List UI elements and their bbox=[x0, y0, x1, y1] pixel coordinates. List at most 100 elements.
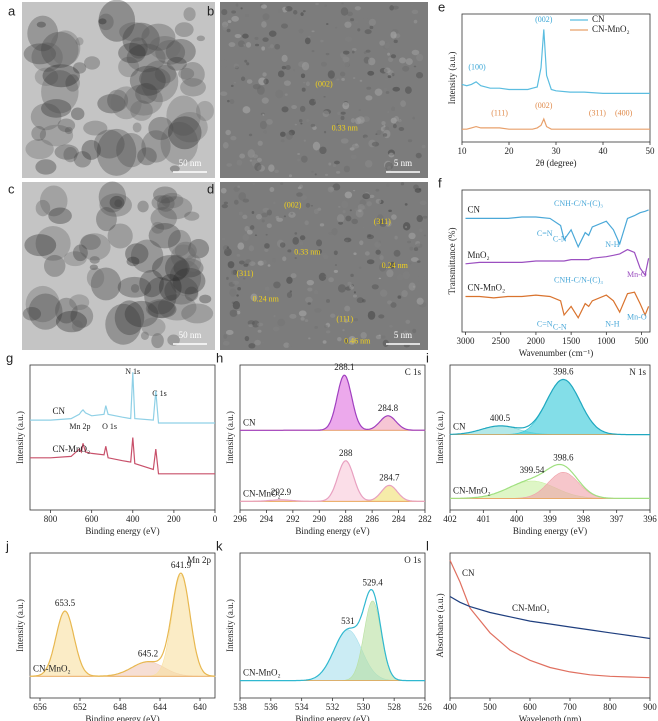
image-texture bbox=[81, 139, 101, 160]
image-texture bbox=[98, 18, 107, 25]
image-texture bbox=[184, 286, 199, 302]
image-texture bbox=[50, 30, 81, 66]
image-texture bbox=[360, 332, 367, 339]
image-texture bbox=[325, 52, 330, 56]
image-texture bbox=[393, 116, 400, 122]
x-tick-label: 800 bbox=[44, 514, 58, 524]
image-texture bbox=[25, 285, 60, 323]
image-texture bbox=[375, 249, 381, 255]
image-texture bbox=[117, 276, 152, 298]
image-texture bbox=[379, 263, 387, 272]
image-texture bbox=[415, 152, 422, 159]
image-texture bbox=[242, 106, 251, 114]
peak-label: 645.2 bbox=[138, 649, 158, 659]
image-texture bbox=[342, 329, 345, 332]
image-texture bbox=[264, 286, 270, 292]
image-texture bbox=[98, 13, 114, 31]
image-texture bbox=[285, 6, 293, 12]
image-texture bbox=[379, 40, 386, 46]
image-texture bbox=[379, 218, 387, 227]
y-axis-label: Intensity (a.u.) bbox=[15, 411, 25, 464]
image-texture bbox=[413, 19, 418, 24]
image-texture bbox=[302, 10, 306, 13]
chart-panel: i 402 401 400 399 398 397 396 Binding energy (eV… bbox=[426, 350, 657, 536]
image-texture bbox=[419, 200, 427, 206]
image-texture bbox=[64, 126, 73, 135]
image-texture bbox=[84, 56, 101, 70]
micrograph bbox=[22, 181, 215, 350]
image-texture bbox=[405, 58, 413, 66]
plot-frame bbox=[461, 189, 651, 333]
image-texture bbox=[314, 325, 319, 329]
image-texture bbox=[320, 61, 327, 67]
series-label: CN bbox=[243, 417, 256, 427]
image-texture bbox=[422, 215, 428, 219]
x-tick-label: 402 bbox=[443, 514, 457, 524]
x-tick-label: 640 bbox=[193, 702, 207, 712]
image-texture bbox=[387, 75, 392, 79]
image-texture bbox=[264, 243, 270, 249]
image-texture bbox=[318, 272, 327, 281]
image-texture bbox=[70, 107, 85, 121]
x-tick-label: 600 bbox=[523, 702, 537, 712]
image-texture bbox=[415, 72, 424, 79]
image-texture bbox=[27, 15, 59, 52]
image-texture bbox=[301, 61, 310, 71]
image-texture bbox=[266, 209, 273, 216]
image-texture bbox=[364, 136, 370, 140]
image-texture bbox=[359, 79, 363, 82]
image-texture bbox=[260, 212, 268, 218]
image-texture bbox=[278, 8, 284, 14]
image-texture bbox=[294, 257, 297, 259]
image-texture bbox=[416, 53, 424, 62]
image-texture bbox=[248, 323, 253, 328]
image-texture bbox=[124, 300, 159, 328]
image-texture bbox=[337, 111, 341, 116]
image-texture bbox=[385, 91, 390, 94]
x-axis-label: 2θ (degree) bbox=[535, 158, 576, 168]
image-texture bbox=[343, 165, 350, 173]
image-texture bbox=[413, 247, 419, 252]
image-texture bbox=[250, 293, 258, 302]
image-texture bbox=[328, 162, 332, 166]
image-texture bbox=[265, 118, 273, 125]
image-texture bbox=[356, 297, 364, 304]
image-texture bbox=[404, 86, 412, 94]
fit-envelope bbox=[450, 463, 650, 499]
image-texture bbox=[354, 20, 360, 24]
image-texture bbox=[311, 170, 314, 173]
image-texture bbox=[344, 318, 348, 323]
image-texture bbox=[324, 173, 329, 177]
x-tick-label: 500 bbox=[635, 336, 649, 346]
image-texture bbox=[404, 203, 408, 206]
annotation: C=N bbox=[537, 229, 553, 238]
image-texture bbox=[268, 30, 277, 37]
image-texture bbox=[366, 234, 375, 240]
image-texture bbox=[65, 74, 80, 92]
image-texture bbox=[158, 273, 182, 301]
image-texture bbox=[341, 77, 345, 81]
image-texture bbox=[350, 118, 356, 124]
image-texture bbox=[304, 37, 311, 45]
image-texture bbox=[244, 59, 248, 63]
image-texture bbox=[257, 140, 263, 146]
image-texture bbox=[151, 195, 171, 211]
image-texture bbox=[337, 284, 346, 293]
image-texture bbox=[114, 199, 123, 208]
lattice-annotation: 0.33 nm bbox=[294, 247, 321, 256]
image-texture bbox=[353, 318, 358, 322]
image-texture bbox=[294, 232, 298, 235]
image-texture bbox=[107, 223, 133, 249]
image-texture bbox=[304, 319, 309, 323]
image-texture bbox=[229, 288, 237, 297]
panel-letter: j bbox=[5, 538, 9, 553]
image-texture bbox=[297, 158, 301, 162]
image-texture bbox=[416, 260, 421, 263]
image-texture bbox=[410, 3, 414, 7]
image-texture bbox=[299, 118, 303, 123]
image-texture bbox=[367, 70, 375, 76]
image-texture bbox=[416, 297, 424, 305]
image-texture bbox=[350, 18, 355, 22]
image-texture bbox=[297, 152, 301, 155]
image-texture bbox=[317, 249, 323, 254]
